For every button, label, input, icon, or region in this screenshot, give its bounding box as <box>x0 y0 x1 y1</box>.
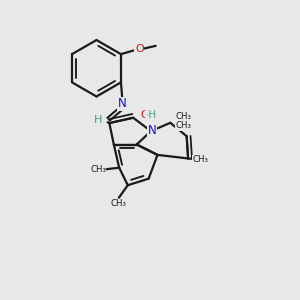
Text: ·H: ·H <box>146 110 157 120</box>
Text: CH₃: CH₃ <box>193 155 208 164</box>
Text: CH₃: CH₃ <box>176 121 192 130</box>
Text: H: H <box>94 115 102 125</box>
Text: CH₃: CH₃ <box>91 165 107 174</box>
Text: CH₃: CH₃ <box>111 199 127 208</box>
Text: N: N <box>148 124 157 137</box>
Text: CH₃: CH₃ <box>176 112 192 121</box>
Text: N: N <box>118 97 127 110</box>
Text: O: O <box>135 44 144 54</box>
Text: O: O <box>140 110 149 120</box>
